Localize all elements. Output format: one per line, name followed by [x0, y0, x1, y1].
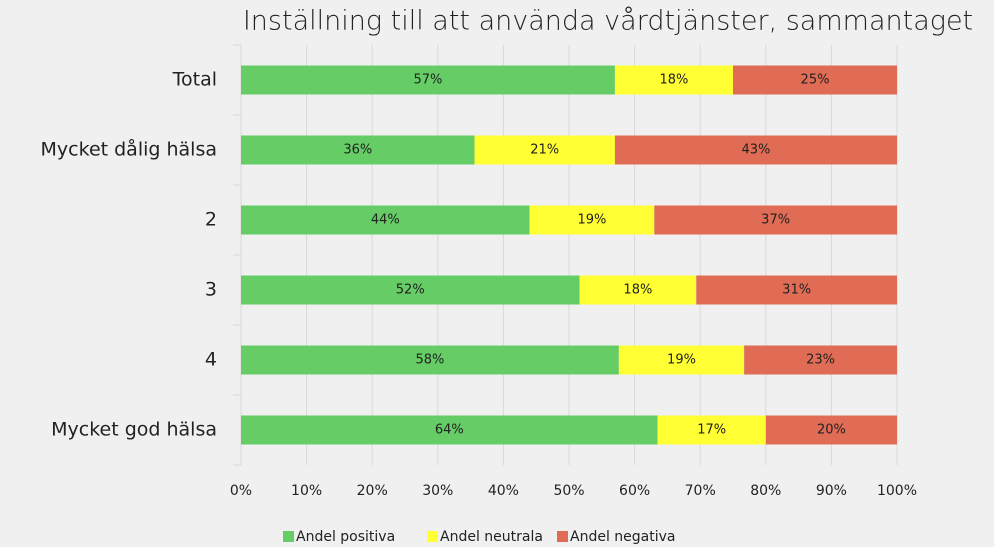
bar-segment — [696, 275, 897, 305]
x-tick-label: 0% — [230, 483, 252, 499]
data-label: 25% — [801, 73, 830, 88]
legend-label: Andel negativa — [570, 529, 676, 545]
legend-label: Andel neutrala — [440, 529, 543, 545]
data-label: 52% — [396, 283, 425, 298]
chart-title: Inställning till att använda vårdtjänste… — [243, 6, 973, 37]
data-label: 18% — [660, 73, 689, 88]
legend-label: Andel positiva — [296, 529, 395, 545]
x-tick-label: 60% — [619, 483, 650, 499]
x-tick-label: 50% — [553, 483, 584, 499]
bar-segment — [241, 275, 580, 305]
x-tick-label: 80% — [750, 483, 781, 499]
legend-swatch — [283, 531, 294, 542]
x-tick-label: 20% — [357, 483, 388, 499]
bar-segment — [474, 135, 615, 165]
y-tick-label: 2 — [205, 209, 217, 231]
data-label: 58% — [415, 353, 444, 368]
x-tick-label: 90% — [816, 483, 847, 499]
data-label: 18% — [623, 283, 652, 298]
bar-segment — [618, 345, 745, 375]
data-label: 31% — [782, 283, 811, 298]
data-label: 23% — [806, 353, 835, 368]
y-tick-label: Mycket god hälsa — [51, 419, 217, 441]
bar-segment — [241, 65, 615, 95]
bar-segment — [614, 135, 897, 165]
x-tick-label: 40% — [488, 483, 519, 499]
bar-segment — [529, 205, 655, 235]
y-tick-label: 3 — [205, 279, 217, 301]
data-label: 36% — [343, 143, 372, 158]
data-label: 44% — [371, 213, 400, 228]
bar-segment — [654, 205, 897, 235]
bar-segment — [657, 415, 766, 445]
bar-segment — [241, 135, 475, 165]
y-tick-label: 4 — [205, 349, 217, 371]
bar-segment — [241, 345, 619, 375]
bar-segment — [241, 415, 658, 445]
bar-segment — [579, 275, 697, 305]
x-tick-label: 10% — [291, 483, 322, 499]
data-label: 21% — [530, 143, 559, 158]
data-label: 57% — [414, 73, 443, 88]
x-tick-label: 30% — [422, 483, 453, 499]
bar-segment — [614, 65, 733, 95]
legend-swatch — [427, 531, 438, 542]
bar-segment — [765, 415, 897, 445]
x-tick-label: 70% — [685, 483, 716, 499]
y-tick-label: Mycket dålig hälsa — [41, 138, 217, 161]
data-label: 64% — [435, 423, 464, 438]
data-label: 37% — [761, 213, 790, 228]
y-tick-label: Total — [172, 69, 217, 91]
data-label: 43% — [742, 143, 771, 158]
bar-segment — [241, 205, 530, 235]
legend-swatch — [557, 531, 568, 542]
bar-segment — [744, 345, 897, 375]
data-label: 17% — [697, 423, 726, 438]
x-tick-label: 100% — [877, 483, 917, 499]
data-label: 19% — [578, 213, 607, 228]
data-label: 20% — [817, 423, 846, 438]
bar-segment — [733, 65, 897, 95]
data-label: 19% — [667, 353, 696, 368]
